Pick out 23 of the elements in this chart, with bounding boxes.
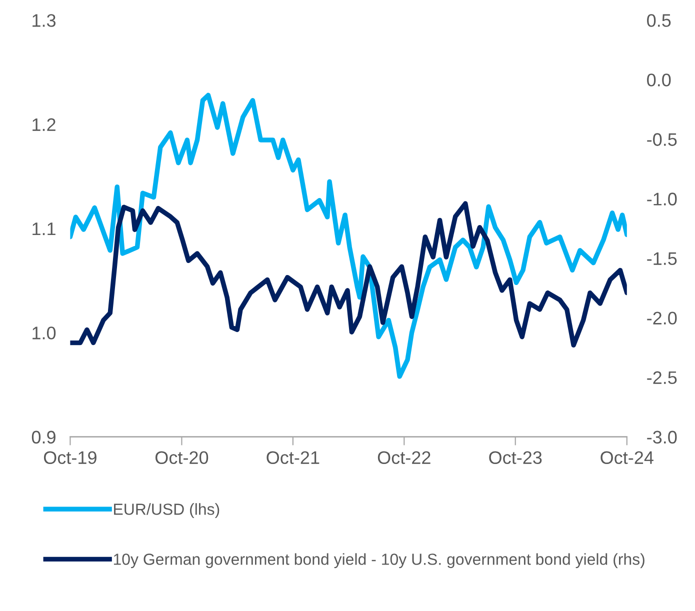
line-series: [70, 201, 627, 348]
y2-tick-label: 0.5: [647, 14, 671, 27]
legend-label: EUR/USD (lhs): [114, 503, 220, 518]
y-tick-label: 1.1: [32, 222, 56, 236]
y2-tick-label: -3.0: [647, 430, 677, 444]
y2-tick-label: -2.5: [647, 371, 677, 384]
y2-tick-label: -2.0: [647, 312, 677, 325]
y-tick-label: 1.0: [32, 326, 56, 340]
x-tick-label: Oct-24: [600, 451, 654, 464]
y-tick-label: 1.2: [32, 118, 56, 131]
y2-tick-label: 0.0: [647, 74, 671, 86]
y-tick-label: 0.9: [32, 430, 56, 444]
legend-label: 10y German government bond yield - 10y U.S. government bond yield (rhs): [114, 553, 644, 568]
y2-tick-label: -1.5: [647, 252, 677, 265]
x-tick-label: Oct-20: [155, 451, 208, 464]
y2-tick-label: -0.5: [647, 133, 677, 146]
x-tick-label: Oct-21: [266, 451, 320, 464]
line-series: [70, 92, 627, 379]
y2-tick-label: -1.0: [647, 192, 677, 206]
x-tick-label: Oct-19: [44, 451, 96, 464]
x-tick-label: Oct-22: [378, 451, 430, 464]
y-tick-label: 1.3: [32, 14, 56, 27]
x-tick-label: Oct-23: [489, 451, 542, 464]
